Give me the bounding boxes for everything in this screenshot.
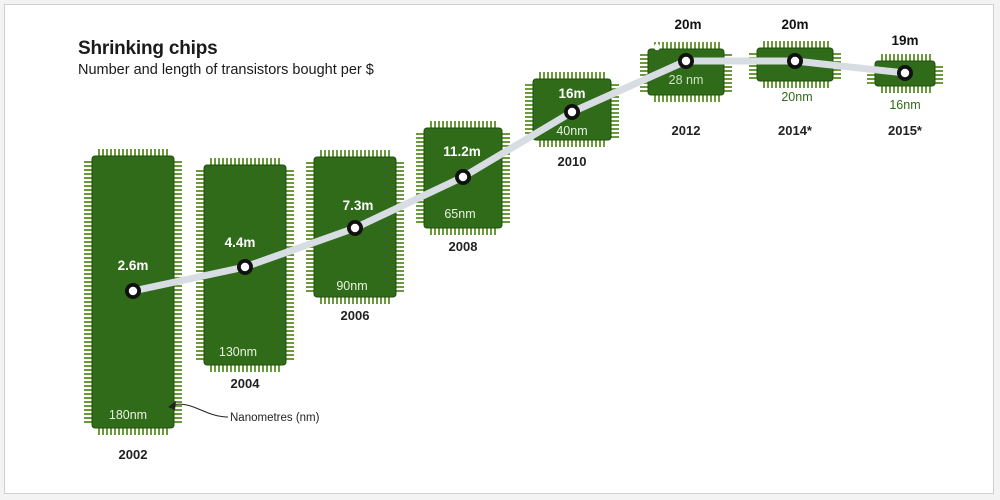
data-label-node: 180nm <box>109 408 147 422</box>
trend-line <box>129 57 909 295</box>
data-label-node: 28 nm <box>669 73 704 87</box>
data-point <box>458 172 468 182</box>
data-label-transistors: 2.6m <box>118 258 149 273</box>
data-point <box>681 56 691 66</box>
data-label-node: 40nm <box>556 124 587 138</box>
chart-subtitle: Number and length of transistors bought … <box>78 62 374 78</box>
annotation-nanometres: Nanometres (nm) <box>230 412 320 424</box>
data-point <box>128 286 138 296</box>
data-point <box>790 56 800 66</box>
x-tick-label: 2010 <box>558 154 587 169</box>
annotation-arrowhead <box>168 401 176 410</box>
x-tick-label: 2004 <box>231 376 261 391</box>
chip-notch-dot <box>653 43 661 51</box>
data-label-transistors: 11.2m <box>443 144 481 159</box>
x-tick-label: 2002 <box>119 447 148 462</box>
data-label-node: 130nm <box>219 345 257 359</box>
data-point <box>900 68 910 78</box>
data-label-node: 65nm <box>444 207 475 221</box>
x-tick-label: 2014* <box>778 123 813 138</box>
data-point <box>350 223 360 233</box>
x-tick-label: 2008 <box>449 239 478 254</box>
x-tick-label: 2012 <box>672 123 701 138</box>
annotation-arrow <box>171 403 229 418</box>
data-label-transistors: 19m <box>891 33 918 48</box>
data-point <box>240 262 250 272</box>
x-tick-label: 2006 <box>341 308 370 323</box>
data-label-transistors: 20m <box>674 17 701 32</box>
data-label-transistors: 16m <box>558 86 585 101</box>
data-label-transistors: 20m <box>781 17 808 32</box>
data-label-transistors: 4.4m <box>225 235 256 250</box>
data-point <box>567 107 577 117</box>
data-label-node: 16nm <box>889 98 920 112</box>
data-label-transistors: 7.3m <box>343 198 374 213</box>
data-label-node: 20nm <box>781 90 812 104</box>
chart-title: Shrinking chips <box>78 38 218 59</box>
x-tick-label: 2015* <box>888 123 923 138</box>
data-label-node: 90nm <box>336 279 367 293</box>
